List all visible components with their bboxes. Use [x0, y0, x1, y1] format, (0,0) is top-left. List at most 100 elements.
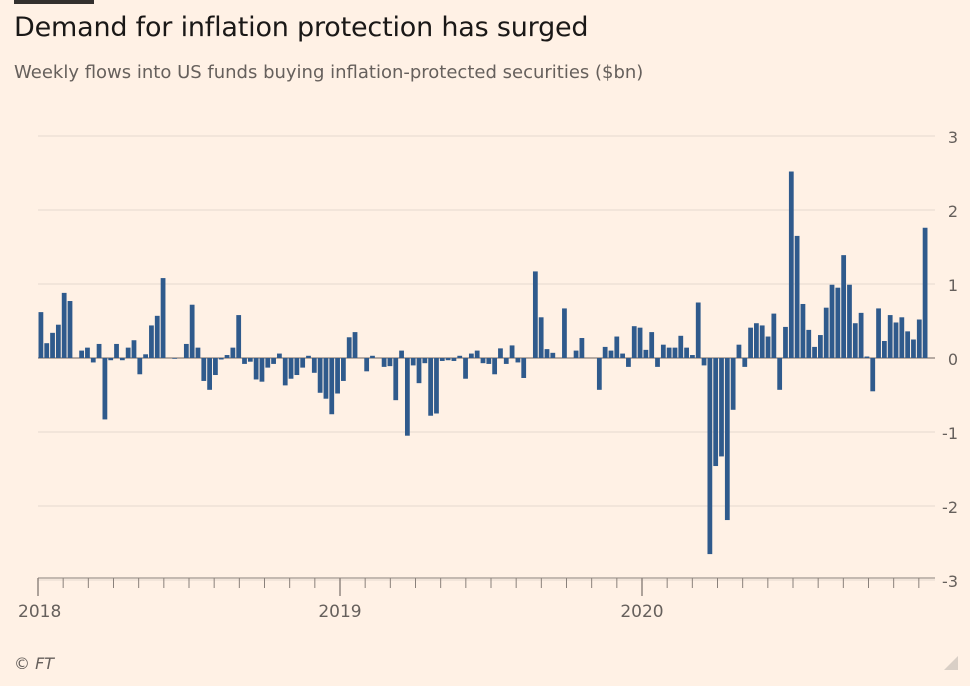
bar [434, 358, 439, 414]
chart-subtitle: Weekly flows into US funds buying inflat… [14, 62, 644, 83]
bar [463, 358, 468, 379]
bar [719, 358, 724, 457]
bar [806, 329, 812, 358]
bar [143, 354, 148, 358]
bar [684, 347, 689, 358]
bar [387, 358, 393, 367]
bar [149, 325, 154, 358]
bar [183, 343, 189, 358]
corner-triangle [944, 656, 958, 670]
chart-title: Demand for inflation protection has surg… [14, 12, 589, 43]
bar [643, 349, 649, 358]
bar [282, 358, 288, 386]
y-axis: 3 2 1 0 -1 -2 -3 [942, 128, 958, 591]
bar [195, 347, 201, 358]
bar [393, 358, 399, 401]
bar [96, 343, 102, 358]
bar [422, 358, 428, 364]
bar [544, 349, 550, 358]
bar [777, 358, 783, 390]
source-note: © FT [14, 654, 55, 673]
bar [119, 358, 125, 361]
bar [655, 358, 660, 367]
bar [573, 350, 579, 358]
bar [38, 312, 44, 358]
bar [445, 358, 451, 361]
bar [108, 358, 114, 361]
bar [404, 358, 410, 436]
bar [695, 302, 701, 358]
bar [771, 313, 777, 358]
bar [207, 358, 212, 390]
bar [596, 358, 602, 390]
bar [870, 358, 876, 392]
bar [370, 355, 375, 358]
y-tick-label: -1 [942, 424, 958, 443]
bar [259, 358, 265, 382]
bar [614, 336, 620, 358]
bar [201, 358, 207, 381]
bar [329, 358, 335, 415]
bar [236, 315, 242, 358]
bar [532, 271, 538, 358]
bar [114, 343, 119, 358]
bar [660, 344, 666, 358]
bar [224, 355, 230, 358]
bar [90, 358, 96, 363]
bar [922, 227, 928, 358]
bar [172, 358, 178, 359]
bar [748, 327, 753, 358]
x-tick-label: 2018 [18, 602, 61, 622]
bar [881, 340, 887, 358]
bar [428, 358, 434, 416]
bar [457, 355, 463, 358]
bar [515, 358, 521, 363]
bar [277, 353, 282, 358]
x-tick-label: 2020 [620, 602, 663, 622]
bar [317, 358, 323, 393]
bar [631, 326, 637, 358]
bar [503, 358, 509, 364]
bar [916, 319, 922, 358]
bar [486, 358, 492, 364]
bar [154, 315, 160, 358]
bar [85, 347, 90, 358]
bar [306, 355, 311, 358]
bar [911, 339, 916, 358]
bar [579, 338, 585, 358]
bar [492, 358, 498, 375]
bar [480, 358, 486, 364]
bar [800, 303, 806, 358]
bar [265, 358, 271, 368]
bar [754, 323, 759, 358]
bar [474, 350, 480, 358]
bar [690, 355, 695, 358]
bar [602, 346, 608, 358]
bar [876, 308, 881, 358]
y-tick-label: 2 [948, 202, 958, 221]
bar [131, 340, 137, 358]
bar [352, 332, 358, 358]
bar [858, 312, 864, 358]
bar [521, 358, 527, 378]
bar [300, 358, 306, 368]
bar [79, 350, 85, 358]
bar [765, 336, 771, 358]
bar [794, 235, 800, 358]
bar [608, 350, 614, 358]
bar [335, 358, 340, 394]
y-tick-label: 1 [948, 276, 958, 295]
bar [55, 324, 61, 358]
bar [242, 358, 247, 364]
bar [620, 353, 625, 358]
bar [189, 304, 195, 358]
bar [788, 171, 794, 358]
bar [160, 278, 166, 358]
bar [864, 356, 870, 358]
bar [713, 358, 719, 467]
bar [247, 358, 253, 362]
bar [61, 292, 67, 358]
bar [288, 358, 294, 379]
bar [637, 327, 643, 358]
